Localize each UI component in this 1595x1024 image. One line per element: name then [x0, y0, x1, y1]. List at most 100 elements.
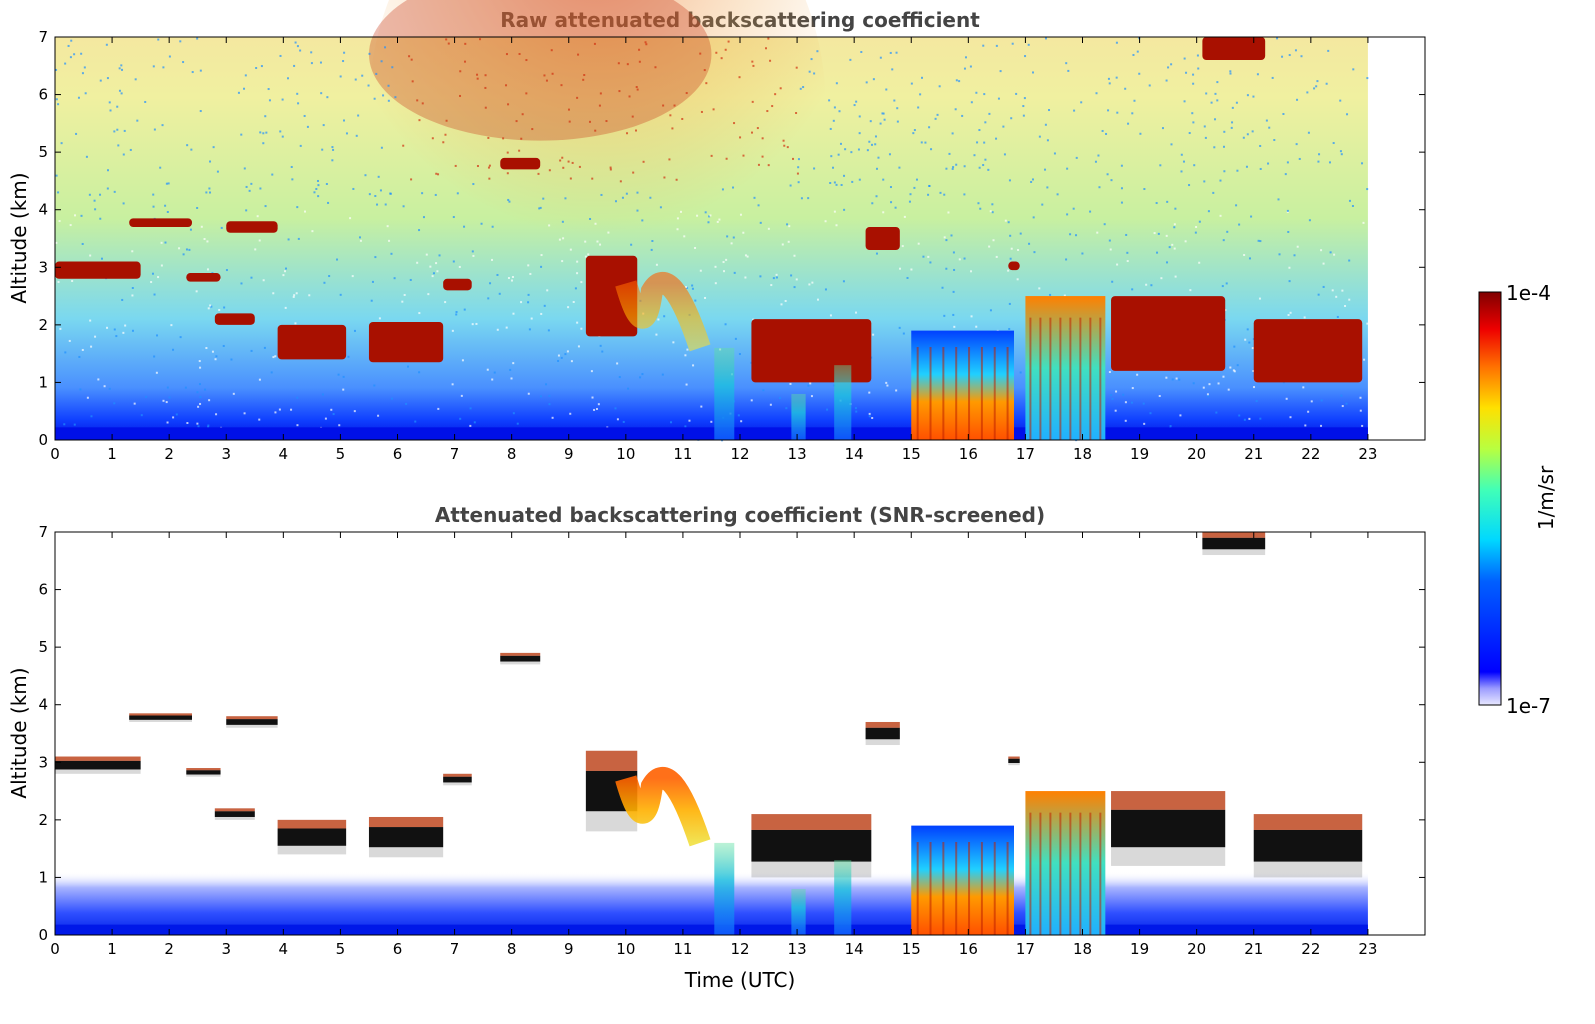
noise-speckle: [941, 286, 944, 289]
noise-speckle: [1048, 109, 1051, 112]
noise-speckle: [1282, 112, 1285, 115]
noise-speckle: [730, 242, 733, 245]
noise-speckle: [244, 74, 247, 77]
noise-speckle: [786, 146, 789, 149]
noise-speckle: [486, 368, 489, 371]
noise-speckle: [1359, 396, 1362, 399]
noise-speckle: [609, 168, 612, 171]
noise-speckle: [618, 376, 621, 379]
noise-speckle: [833, 210, 836, 213]
x-tick-label: 15: [902, 445, 921, 463]
noise-speckle: [795, 66, 798, 69]
noise-speckle: [683, 235, 686, 238]
noise-speckle: [418, 371, 421, 374]
cloud-core: [1202, 537, 1266, 550]
noise-speckle: [767, 37, 770, 40]
backscatter-shaft: [791, 393, 806, 440]
noise-speckle: [988, 112, 991, 115]
noise-speckle: [1110, 179, 1113, 182]
noise-speckle: [759, 221, 762, 224]
noise-speckle: [1259, 167, 1262, 170]
noise-speckle: [1196, 54, 1199, 57]
noise-speckle: [116, 128, 119, 131]
noise-speckle: [496, 273, 499, 276]
noise-speckle: [1115, 390, 1118, 393]
noise-speckle: [391, 66, 394, 69]
noise-speckle: [1098, 186, 1101, 189]
noise-speckle: [81, 348, 84, 351]
noise-speckle: [568, 120, 571, 123]
noise-speckle: [487, 297, 490, 300]
noise-speckle: [359, 239, 362, 242]
noise-speckle: [952, 166, 955, 169]
noise-speckle: [464, 60, 467, 63]
noise-speckle: [663, 315, 666, 318]
noise-speckle: [638, 48, 641, 51]
noise-speckle: [409, 278, 412, 281]
noise-speckle: [1252, 95, 1255, 98]
noise-speckle: [416, 99, 419, 102]
noise-speckle: [1157, 232, 1160, 235]
noise-speckle: [597, 403, 600, 406]
noise-speckle: [596, 240, 599, 243]
noise-speckle: [835, 82, 838, 85]
noise-speckle: [157, 276, 160, 279]
noise-speckle: [936, 113, 939, 116]
noise-speckle: [1341, 405, 1344, 408]
noise-speckle: [432, 272, 435, 275]
noise-speckle: [628, 95, 631, 98]
noise-speckle: [1044, 168, 1047, 171]
noise-speckle: [1251, 130, 1254, 133]
noise-speckle: [587, 253, 590, 256]
noise-speckle: [74, 214, 77, 217]
noise-speckle: [540, 265, 543, 268]
noise-speckle: [377, 175, 380, 178]
noise-speckle: [868, 391, 871, 394]
noise-speckle: [343, 119, 346, 122]
noise-speckle: [1215, 411, 1218, 414]
noise-speckle: [442, 141, 445, 144]
noise-speckle: [945, 167, 948, 170]
noise-speckle: [1287, 314, 1290, 317]
noise-speckle: [122, 202, 125, 205]
noise-speckle: [1010, 247, 1013, 250]
noise-speckle: [123, 129, 126, 132]
noise-speckle: [97, 378, 100, 381]
noise-speckle: [1300, 55, 1303, 58]
noise-speckle: [1362, 221, 1365, 224]
x-tick-label: 2: [164, 940, 174, 958]
noise-speckle: [975, 325, 978, 328]
noise-speckle: [843, 174, 846, 177]
noise-speckle: [207, 307, 210, 310]
noise-speckle: [710, 154, 713, 157]
noise-speckle: [371, 280, 374, 283]
noise-speckle: [296, 424, 299, 427]
noise-speckle: [751, 60, 754, 63]
noise-speckle: [422, 216, 425, 219]
noise-speckle: [1165, 79, 1168, 82]
x-tick-label: 20: [1187, 445, 1206, 463]
noise-speckle: [475, 322, 478, 325]
noise-speckle: [196, 391, 199, 394]
noise-speckle: [1236, 169, 1239, 172]
noise-speckle: [455, 313, 458, 316]
noise-speckle: [929, 261, 932, 264]
noise-speckle: [131, 294, 134, 297]
cloud-core: [55, 760, 141, 770]
noise-speckle: [1031, 178, 1034, 181]
x-tick-label: 17: [1016, 445, 1035, 463]
noise-speckle: [724, 323, 727, 326]
noise-speckle: [1288, 266, 1291, 269]
noise-speckle: [681, 117, 684, 120]
noise-speckle: [207, 424, 210, 427]
cloud-layer: [214, 313, 255, 325]
x-tick-label: 7: [450, 940, 460, 958]
noise-speckle: [1126, 251, 1129, 254]
noise-speckle: [868, 415, 871, 418]
noise-speckle: [906, 276, 909, 279]
noise-speckle: [1111, 397, 1114, 400]
noise-speckle: [368, 52, 371, 55]
noise-speckle: [259, 131, 262, 134]
backscatter-shaft: [791, 888, 806, 935]
noise-speckle: [199, 402, 202, 405]
